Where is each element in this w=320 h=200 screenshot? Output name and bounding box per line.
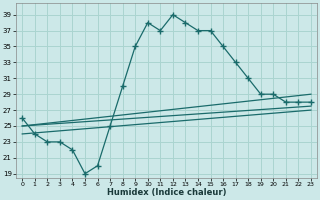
- X-axis label: Humidex (Indice chaleur): Humidex (Indice chaleur): [107, 188, 226, 197]
